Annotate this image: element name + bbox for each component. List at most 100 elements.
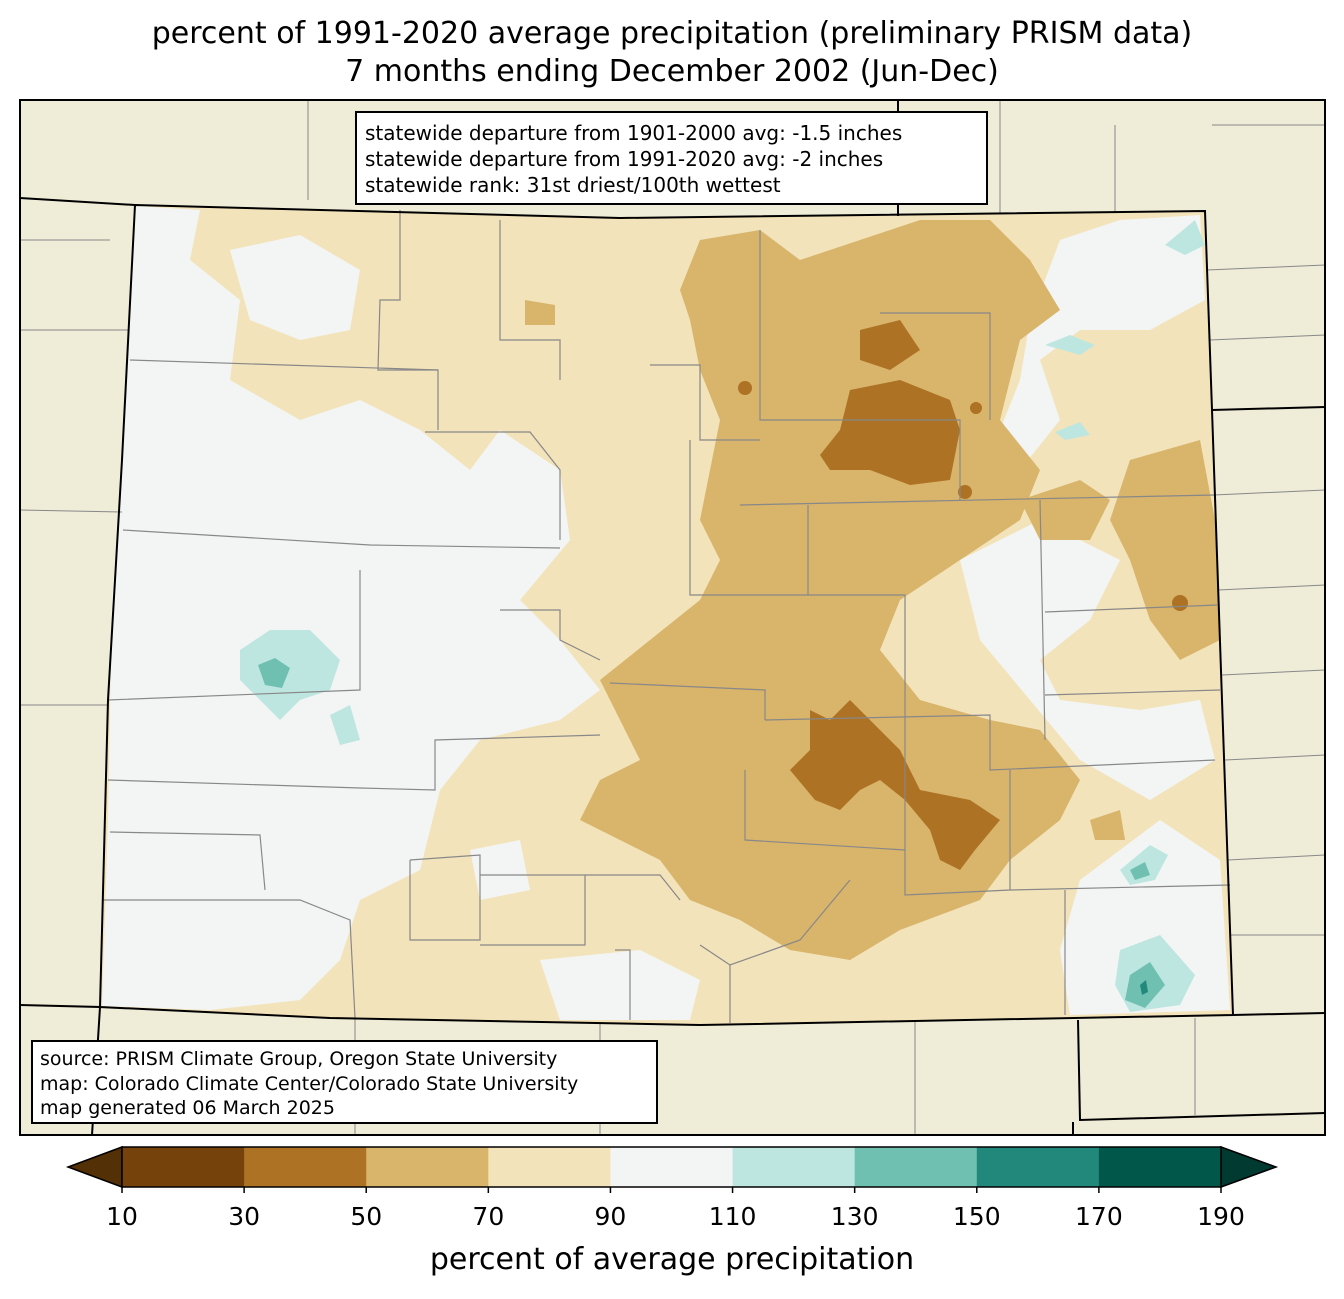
county-line (1039, 499, 1046, 741)
colorbar-tick-label: 130 (830, 1202, 879, 1231)
county-line (744, 770, 906, 851)
county-line (904, 720, 1011, 896)
neighbor-county-line (19, 239, 128, 706)
grand-mesa-wet-area (240, 630, 340, 720)
oklahoma-panhandle-border (1232, 1012, 1326, 1016)
northeast-normal-area (1000, 215, 1205, 470)
county-line (650, 364, 760, 441)
grand-mesa-wetter-area (258, 658, 290, 688)
western-slope-normal-area (102, 206, 600, 1010)
colorbar-bin-110-130 (732, 1147, 856, 1187)
nebraska-kansas-border (1211, 406, 1326, 411)
southeast-very-dry-area (790, 700, 1000, 870)
colorbar-label: percent of average precipitation (429, 1242, 915, 1277)
map-title-line-2: 7 months ending December 2002 (Jun-Dec) (345, 54, 999, 89)
county-line (1044, 689, 1221, 696)
county-line (499, 220, 561, 380)
colorbar-tick-label: 150 (952, 1202, 1001, 1231)
generated-date: map generated 06 March 2025 (40, 1097, 335, 1119)
neighbor-county-line (1206, 264, 1326, 341)
departure-1991-2020: statewide departure from 1991-2020 avg: … (365, 147, 884, 171)
county-line (609, 682, 766, 720)
colorbar-tick-label: 10 (106, 1202, 138, 1231)
map-title-line-1: percent of 1991-2020 average precipitati… (151, 16, 1193, 51)
map-credit: map: Colorado Climate Center/Colorado St… (40, 1072, 579, 1095)
northeast-very-dry-area (860, 320, 920, 370)
san-luis-normal-area (470, 840, 530, 900)
colorbar-tick-label: 50 (350, 1202, 383, 1231)
central-northeast-very-dry-area (820, 380, 960, 485)
statewide-rank: statewide rank: 31st driest/100th wettes… (365, 173, 781, 197)
colorbar-bin-90-110 (610, 1147, 734, 1187)
upper-east-dry-patch (1020, 480, 1110, 540)
small-very-dry-spot-1 (738, 381, 752, 395)
county-line (759, 230, 961, 500)
county-line (425, 431, 561, 540)
county-line (109, 831, 266, 891)
colorbar-under-arrow (65, 1145, 123, 1189)
colorbar-bin-10-30 (122, 1147, 245, 1187)
county-line (880, 312, 991, 420)
southeast-wettest-spot (1140, 980, 1148, 995)
colorbar-tick-label: 110 (708, 1202, 757, 1231)
colorbar-bin-70-90 (488, 1147, 611, 1187)
county-line (107, 570, 361, 701)
south-central-normal-area (540, 950, 700, 1020)
colorbar-bin-150-170 (976, 1147, 1100, 1187)
colorbar-tick-label: 190 (1197, 1202, 1245, 1231)
county-line (480, 874, 586, 946)
small-very-dry-spot-2 (958, 485, 972, 499)
county-line (122, 529, 561, 549)
county-line (129, 359, 439, 371)
southeast-dry-patch (1090, 810, 1125, 840)
statewide-stats-box: statewide departure from 1901-2000 avg: … (355, 111, 988, 205)
county-boundaries (102, 210, 1231, 1023)
colorbar-bin-50-70 (366, 1147, 489, 1187)
county-line (377, 210, 439, 430)
near-normal-areas (102, 206, 1230, 1020)
colorbar-bin-170-190 (1098, 1147, 1222, 1187)
southeast-normal-area (1060, 820, 1230, 1015)
dry-50-70-areas (525, 220, 1220, 960)
county-line (699, 879, 851, 966)
plateau-wet-area (330, 705, 360, 745)
colorbar-tick-label: 30 (228, 1202, 261, 1231)
wet-areas (240, 220, 1205, 1012)
small-very-dry-spot-4 (970, 402, 982, 414)
dry-30-50-areas (738, 320, 1188, 870)
county-line (102, 899, 356, 1019)
source-credit: source: PRISM Climate Group, Oregon Stat… (40, 1048, 558, 1070)
east-normal-area (960, 520, 1215, 800)
colorado-border (98, 203, 1235, 1027)
colorbar-bin-130-150 (854, 1147, 978, 1187)
county-line (739, 494, 1216, 506)
northeast-wet-patch-2 (1055, 422, 1090, 440)
small-very-dry-spot-3 (1172, 595, 1188, 611)
map-frame (19, 99, 1326, 1136)
county-line (1044, 604, 1218, 613)
county-line (1009, 884, 1231, 891)
county-line (615, 949, 631, 1020)
colorbar-tick-label: 70 (472, 1202, 505, 1231)
upper-western-normal-area (230, 235, 360, 340)
county-line (689, 440, 906, 720)
colorbar-bin-30-50 (244, 1147, 367, 1187)
county-line (764, 714, 1216, 771)
colorbar-tick-label: 170 (1075, 1202, 1123, 1231)
neighbor-county-line (1213, 489, 1326, 676)
colorbar-over-arrow (1220, 1145, 1279, 1189)
northern-dry-patch (525, 300, 555, 325)
northeast-wet-patch-1 (1045, 335, 1095, 355)
colorbar-tick-label: 90 (594, 1202, 627, 1231)
wyoming-utah-border (19, 197, 136, 206)
departure-1901-2000: statewide departure from 1901-2000 avg: … (365, 121, 903, 145)
neighbor-county-line (999, 100, 1325, 213)
front-range-dry-area (580, 220, 1080, 960)
county-line (107, 734, 601, 791)
neighbor-county-line (1224, 754, 1326, 936)
colorbar (65, 1145, 1279, 1193)
county-line (500, 609, 601, 661)
plains-wetter-spot (1130, 862, 1150, 880)
county-line (585, 874, 681, 901)
